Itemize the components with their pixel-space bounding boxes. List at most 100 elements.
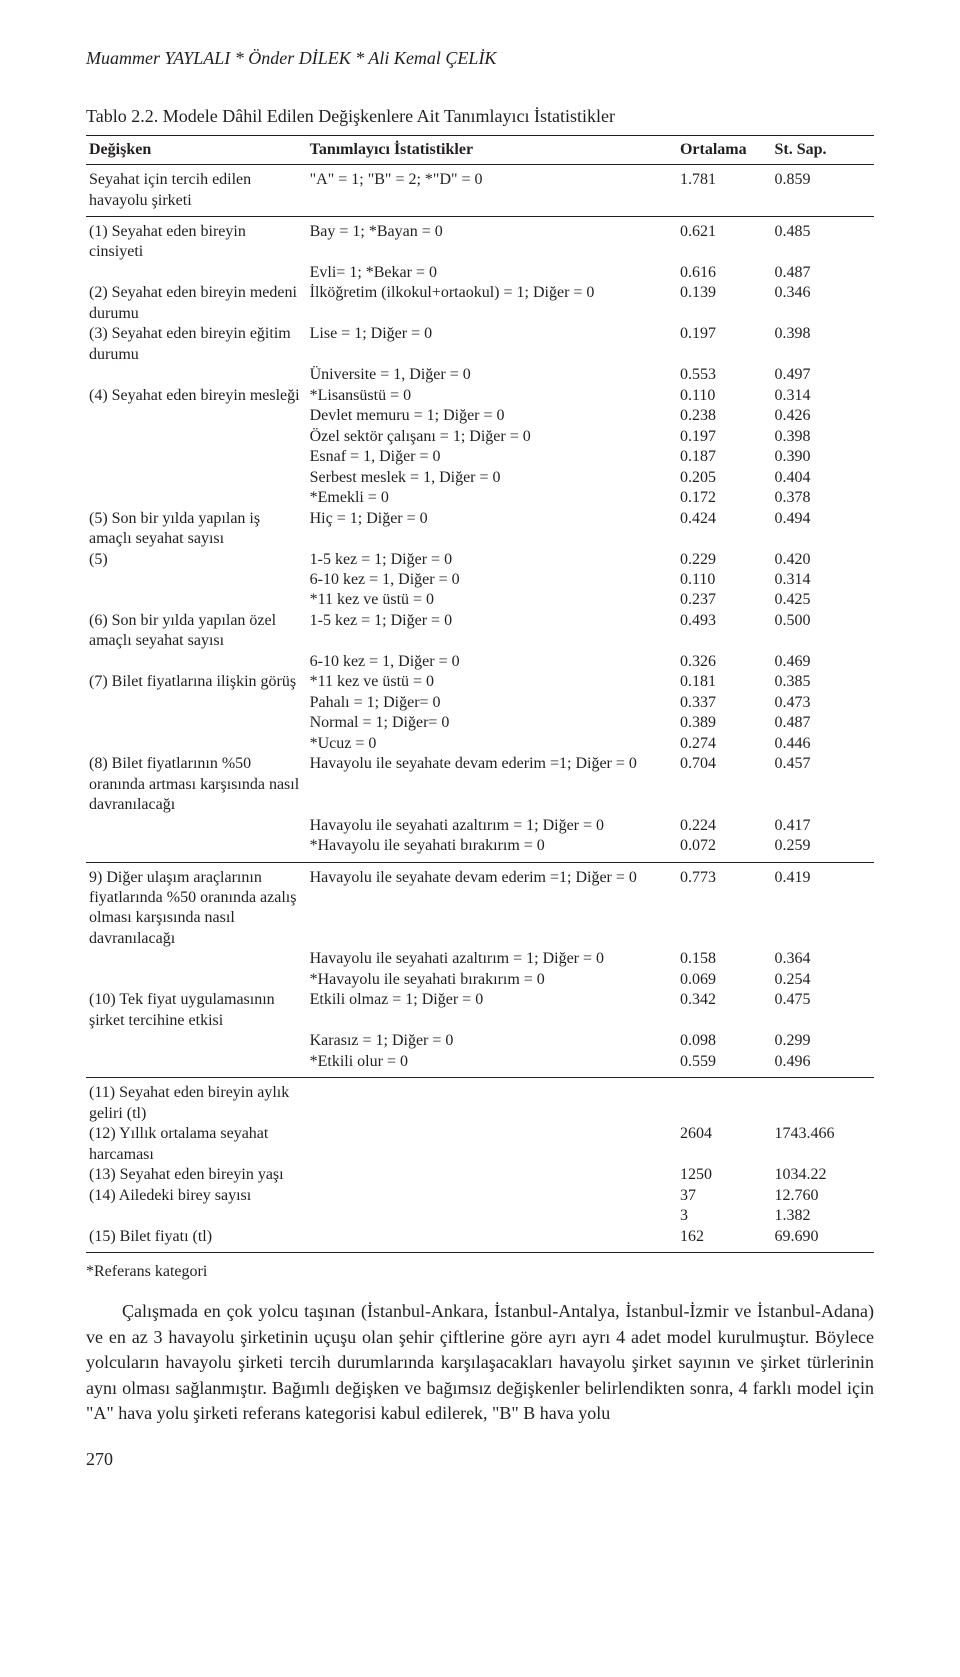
cell-sd: 0.390 <box>772 447 874 467</box>
cell-mean: 0.326 <box>677 652 772 672</box>
cell-statistic: Havayolu ile seyahate devam ederim =1; D… <box>307 754 677 815</box>
table-section: 9) Diğer ulaşım araçlarının fiyatlarında… <box>86 862 874 1078</box>
cell-sd: 0.259 <box>772 836 874 862</box>
cell-statistic: *Emekli = 0 <box>307 488 677 508</box>
table-row: (2) Seyahat eden bireyin medeni durumuİl… <box>86 283 874 324</box>
cell-statistic: Normal = 1; Diğer= 0 <box>307 713 677 733</box>
stats-table: Değişken Tanımlayıcı İstatistikler Ortal… <box>86 135 874 1253</box>
cell-mean: 0.098 <box>677 1031 772 1051</box>
cell-mean: 162 <box>677 1227 772 1253</box>
table-row: Pahalı = 1; Diğer= 00.3370.473 <box>86 693 874 713</box>
cell-statistic: Karasız = 1; Diğer = 0 <box>307 1031 677 1051</box>
cell-mean: 0.181 <box>677 672 772 692</box>
cell-sd: 0.487 <box>772 713 874 733</box>
cell-mean: 0.493 <box>677 611 772 652</box>
table-row: Havayolu ile seyahati azaltırım = 1; Diğ… <box>86 949 874 969</box>
table-section: (1) Seyahat eden bireyin cinsiyetiBay = … <box>86 217 874 863</box>
cell-sd: 0.457 <box>772 754 874 815</box>
cell-variable <box>86 713 307 733</box>
cell-mean: 0.069 <box>677 970 772 990</box>
table-row: (7) Bilet fiyatlarına ilişkin görüş*11 k… <box>86 672 874 692</box>
cell-statistic: Evli= 1; *Bekar = 0 <box>307 263 677 283</box>
cell-variable: (12) Yıllık ortalama seyahat harcaması <box>86 1124 307 1165</box>
cell-statistic: Lise = 1; Diğer = 0 <box>307 324 677 365</box>
cell-sd: 69.690 <box>772 1227 874 1253</box>
body-paragraph-text: Çalışmada en çok yolcu taşınan (İstanbul… <box>86 1301 874 1423</box>
cell-variable: (6) Son bir yılda yapılan özel amaçlı se… <box>86 611 307 652</box>
cell-statistic: Etkili olmaz = 1; Diğer = 0 <box>307 990 677 1031</box>
cell-sd: 0.398 <box>772 324 874 365</box>
cell-mean: 0.342 <box>677 990 772 1031</box>
cell-sd: 0.404 <box>772 468 874 488</box>
cell-mean: 0.110 <box>677 386 772 406</box>
cell-statistic: İlköğretim (ilkokul+ortaokul) = 1; Diğer… <box>307 283 677 324</box>
cell-statistic: *11 kez ve üstü = 0 <box>307 590 677 610</box>
cell-variable: (13) Seyahat eden bireyin yaşı <box>86 1165 307 1185</box>
table-row: (5) Son bir yılda yapılan iş amaçlı seya… <box>86 509 874 550</box>
cell-statistic: Devlet memuru = 1; Diğer = 0 <box>307 406 677 426</box>
cell-mean: 0.197 <box>677 427 772 447</box>
cell-statistic <box>307 1165 677 1185</box>
table-row: (12) Yıllık ortalama seyahat harcaması26… <box>86 1124 874 1165</box>
cell-sd: 0.419 <box>772 862 874 949</box>
cell-mean: 0.621 <box>677 217 772 263</box>
cell-variable <box>86 970 307 990</box>
cell-sd: 0.473 <box>772 693 874 713</box>
table-row: (11) Seyahat eden bireyin aylık geliri (… <box>86 1078 874 1124</box>
cell-variable: (11) Seyahat eden bireyin aylık geliri (… <box>86 1078 307 1124</box>
table-row: (8) Bilet fiyatlarının %50 oranında artm… <box>86 754 874 815</box>
running-head: Muammer YAYLALI * Önder DİLEK * Ali Kema… <box>86 48 874 70</box>
table-row: *Havayolu ile seyahati bırakırım = 00.07… <box>86 836 874 862</box>
table-row: *Etkili olur = 00.5590.496 <box>86 1052 874 1078</box>
table-row: *Ucuz = 00.2740.446 <box>86 734 874 754</box>
cell-variable: (14) Ailedeki birey sayısı <box>86 1186 307 1206</box>
table-row: (5)1-5 kez = 1; Diğer = 00.2290.420 <box>86 550 874 570</box>
cell-sd: 0.496 <box>772 1052 874 1078</box>
cell-mean: 0.172 <box>677 488 772 508</box>
cell-sd: 0.346 <box>772 283 874 324</box>
cell-mean: 0.559 <box>677 1052 772 1078</box>
cell-statistic: Serbest meslek = 1, Diğer = 0 <box>307 468 677 488</box>
cell-statistic: *Havayolu ile seyahati bırakırım = 0 <box>307 970 677 990</box>
table-section: Seyahat için tercih edilen havayolu şirk… <box>86 165 874 217</box>
table-header-row: Değişken Tanımlayıcı İstatistikler Ortal… <box>86 135 874 164</box>
cell-variable <box>86 1052 307 1078</box>
cell-statistic: Esnaf = 1, Diğer = 0 <box>307 447 677 467</box>
cell-variable: (7) Bilet fiyatlarına ilişkin görüş <box>86 672 307 692</box>
cell-statistic <box>307 1078 677 1124</box>
cell-statistic: "A" = 1; "B" = 2; *"D" = 0 <box>307 165 677 217</box>
cell-variable <box>86 652 307 672</box>
cell-variable <box>86 263 307 283</box>
table-row: *11 kez ve üstü = 00.2370.425 <box>86 590 874 610</box>
table-row: 9) Diğer ulaşım araçlarının fiyatlarında… <box>86 862 874 949</box>
cell-mean: 0.337 <box>677 693 772 713</box>
cell-mean: 0.139 <box>677 283 772 324</box>
cell-variable <box>86 570 307 590</box>
table-caption: Tablo 2.2. Modele Dâhil Edilen Değişkenl… <box>86 106 874 127</box>
cell-mean: 0.389 <box>677 713 772 733</box>
cell-variable <box>86 693 307 713</box>
cell-sd: 0.859 <box>772 165 874 217</box>
col-h-stat: Tanımlayıcı İstatistikler <box>307 135 677 164</box>
cell-mean: 0.158 <box>677 949 772 969</box>
table-row: Seyahat için tercih edilen havayolu şirk… <box>86 165 874 217</box>
body-paragraph: Çalışmada en çok yolcu taşınan (İstanbul… <box>86 1299 874 1427</box>
table-row: *Emekli = 00.1720.378 <box>86 488 874 508</box>
cell-sd <box>772 1078 874 1124</box>
cell-sd: 1743.466 <box>772 1124 874 1165</box>
table-row: Devlet memuru = 1; Diğer = 00.2380.426 <box>86 406 874 426</box>
cell-statistic <box>307 1124 677 1165</box>
cell-variable <box>86 488 307 508</box>
cell-mean: 0.238 <box>677 406 772 426</box>
cell-statistic: 6-10 kez = 1, Diğer = 0 <box>307 570 677 590</box>
cell-variable: (8) Bilet fiyatlarının %50 oranında artm… <box>86 754 307 815</box>
table-row: Havayolu ile seyahati azaltırım = 1; Diğ… <box>86 816 874 836</box>
col-h-ort: Ortalama <box>677 135 772 164</box>
table-row: (13) Seyahat eden bireyin yaşı12501034.2… <box>86 1165 874 1185</box>
cell-sd: 0.299 <box>772 1031 874 1051</box>
cell-statistic <box>307 1227 677 1253</box>
cell-variable <box>86 365 307 385</box>
table-row: (1) Seyahat eden bireyin cinsiyetiBay = … <box>86 217 874 263</box>
col-h-var: Değişken <box>86 135 307 164</box>
cell-sd: 0.494 <box>772 509 874 550</box>
